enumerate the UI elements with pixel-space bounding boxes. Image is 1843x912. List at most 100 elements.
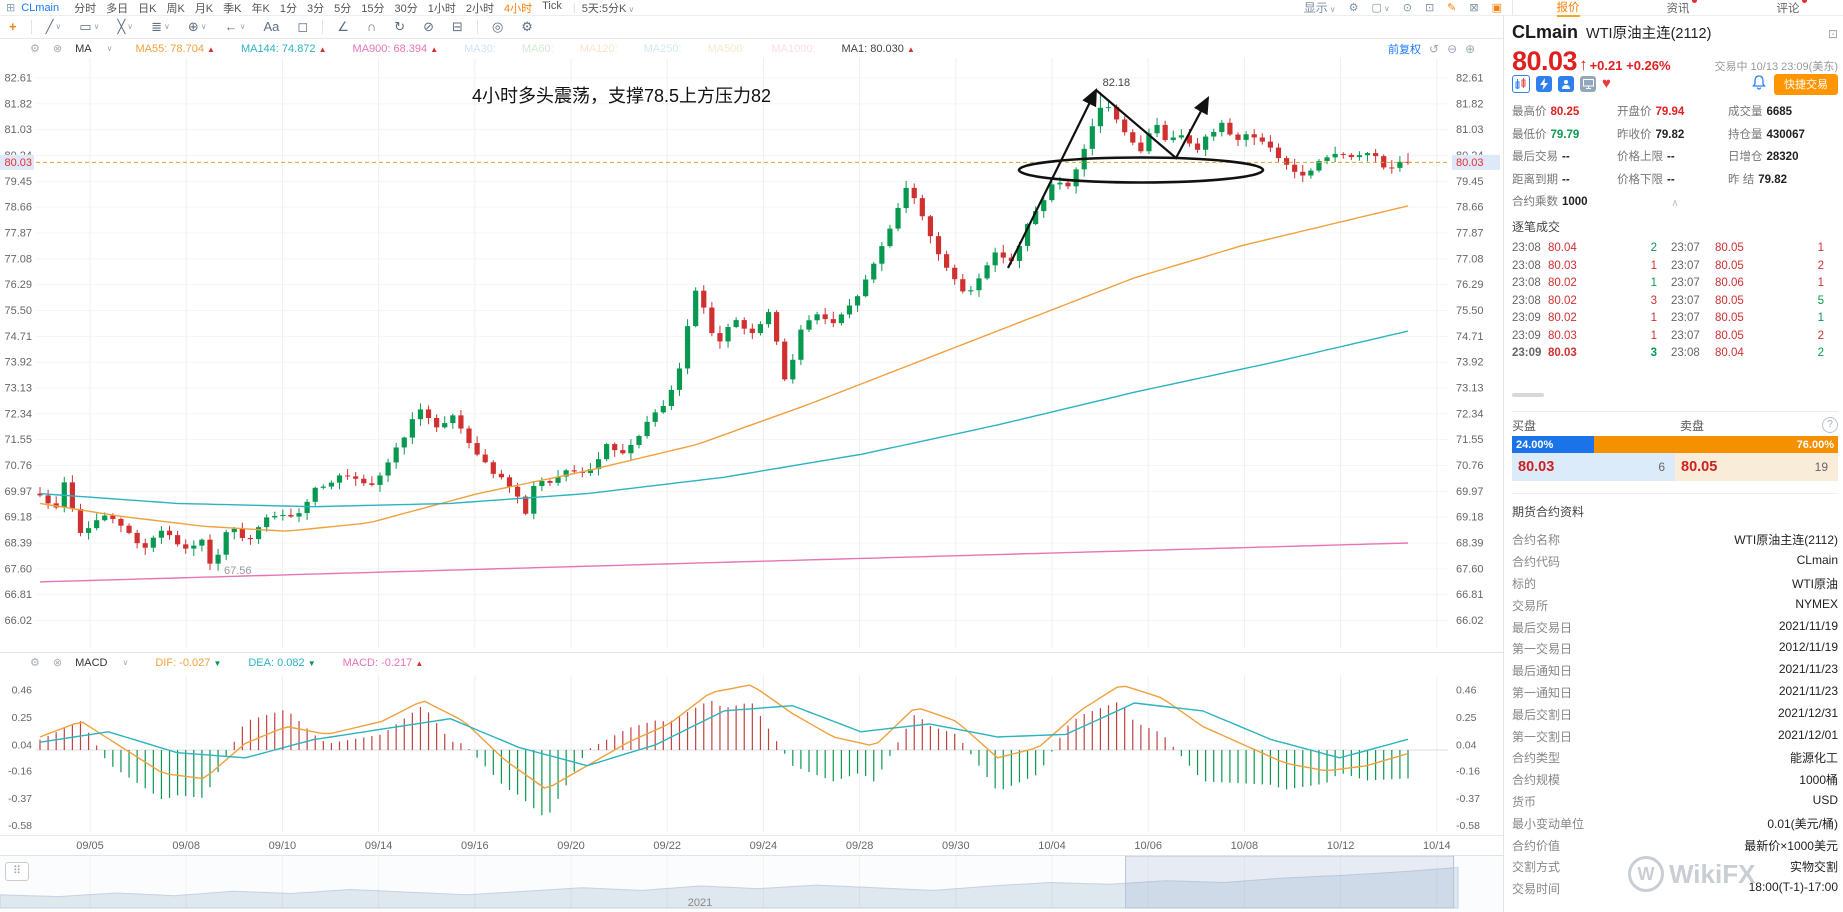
- magnet-tool-icon[interactable]: ∩: [366, 19, 377, 34]
- popout-icon[interactable]: ⊡: [1827, 27, 1838, 41]
- divider: [1512, 493, 1838, 494]
- symbol-link[interactable]: CLmain: [21, 1, 60, 14]
- indicator-settings-icon[interactable]: ⚙: [30, 43, 40, 55]
- ma-value-MA250[interactable]: MA250:: [643, 42, 682, 55]
- panel-toggle-icon[interactable]: ▣: [1491, 2, 1502, 14]
- arrow-tool-icon[interactable]: ← ∨: [224, 19, 246, 34]
- svg-text:0.46: 0.46: [1456, 685, 1477, 697]
- display-menu[interactable]: 显示 ∨: [1303, 1, 1336, 15]
- timeframe-1分[interactable]: 1分: [279, 2, 297, 15]
- ma-value-MA30[interactable]: MA30:: [464, 42, 496, 55]
- kline-chart-icon[interactable]: [1512, 75, 1530, 93]
- indicator-close-icon[interactable]: ⊗: [52, 657, 63, 669]
- fullscreen-icon[interactable]: ⊠: [1469, 2, 1479, 14]
- trend-line-tool-icon[interactable]: ╱ ∨: [45, 18, 62, 34]
- collapse-chevron-icon[interactable]: ∧: [1671, 198, 1679, 209]
- chart-settings-icon[interactable]: ⚙: [521, 18, 533, 34]
- settings-gear-icon[interactable]: ⚙: [1348, 2, 1359, 14]
- screenshot-icon[interactable]: ⊙: [1402, 2, 1412, 14]
- move-cross-tool-icon[interactable]: +: [9, 19, 17, 34]
- timeframe-周K[interactable]: 周K: [166, 2, 185, 15]
- pitchfork-tool-icon[interactable]: ╳ ∨: [117, 18, 134, 34]
- ma-value-MA1000[interactable]: MA1000:: [771, 42, 816, 55]
- divider: [322, 19, 324, 34]
- indicator-name[interactable]: MACD: [75, 656, 108, 669]
- timeframe-日K[interactable]: 日K: [138, 2, 157, 15]
- price-chart[interactable]: 82.6182.6181.8281.8281.0381.0380.2480.24…: [0, 38, 1503, 855]
- chevron-down-icon: ∨: [93, 22, 100, 31]
- compare-icon[interactable]: ◎: [491, 18, 504, 34]
- zoom-out-icon[interactable]: ⊖: [1447, 41, 1458, 56]
- tab-评论[interactable]: 评论: [1777, 0, 1807, 16]
- tab-报价[interactable]: 报价: [1556, 0, 1580, 17]
- horizontal-scrollbar[interactable]: [1512, 393, 1544, 397]
- chevron-down-icon: ∨: [164, 22, 170, 31]
- contract-value: 2012/11/19: [1778, 640, 1838, 655]
- timeframe-1小时[interactable]: 1小时: [427, 2, 456, 15]
- bid-cell[interactable]: 80.03 6: [1512, 453, 1675, 481]
- contract-label: 最后交割日: [1512, 707, 1573, 722]
- indicator-close-icon[interactable]: ⊗: [52, 43, 63, 55]
- tick-trades-table[interactable]: 23:08 80.04 2 23:07 80.05 1 23:08 80.03 1 23:07 80…: [1512, 242, 1838, 359]
- indicator-name[interactable]: MA: [75, 42, 92, 55]
- trade-price: 80.05: [1715, 329, 1744, 342]
- chart-navigator[interactable]: 2021: [0, 855, 1503, 912]
- tab-资讯[interactable]: 资讯: [1667, 0, 1697, 16]
- ma-value-MA500[interactable]: MA500:: [707, 42, 746, 55]
- timeframe-5分[interactable]: 5分: [334, 2, 352, 15]
- forward-adjust-button[interactable]: 前复权: [1388, 43, 1421, 56]
- help-icon[interactable]: ?: [1822, 417, 1838, 433]
- quick-trade-button[interactable]: 快捷交易: [1774, 73, 1838, 95]
- flash-order-icon[interactable]: [1536, 76, 1552, 92]
- timeframe-15分[interactable]: 15分: [361, 2, 385, 15]
- timeframe-年K[interactable]: 年K: [251, 2, 270, 15]
- notes-icon[interactable]: ⊡: [1424, 2, 1435, 14]
- zoom-in-icon[interactable]: ⊕: [1465, 41, 1476, 56]
- contract-label: 最后通知日: [1512, 664, 1573, 679]
- grid-menu-icon[interactable]: ⊞: [6, 2, 16, 14]
- timeframe-2小时[interactable]: 2小时: [465, 2, 494, 15]
- timeframe-月K[interactable]: 月K: [194, 2, 214, 15]
- replay-tool-icon[interactable]: ↻: [394, 18, 406, 34]
- draw-pencil-icon[interactable]: ✎: [1447, 2, 1457, 14]
- angle-tool-icon[interactable]: ∠: [337, 18, 349, 34]
- indicator-settings-icon[interactable]: ⚙: [30, 657, 40, 669]
- trade-time: 23:09: [1512, 312, 1541, 324]
- ma-line-MA144: [39, 330, 1409, 508]
- up-arrow-icon: ▲: [906, 44, 915, 54]
- comment-tool-icon[interactable]: ◻: [297, 18, 309, 34]
- navigator-drag-handle-icon[interactable]: ⠿: [5, 862, 29, 881]
- hide-drawings-icon[interactable]: ⊘: [423, 18, 435, 34]
- sell-ratio-segment: 76.00%: [1594, 436, 1838, 453]
- rectangle-tool-icon[interactable]: ▭ ∨: [79, 18, 100, 34]
- ma-value-MA55[interactable]: MA55: 78.704 ▲: [135, 42, 215, 55]
- favorite-heart-icon[interactable]: ♥: [1602, 75, 1611, 92]
- ma-value-MA1[interactable]: MA1: 80.030 ▲: [841, 42, 915, 55]
- ma-value-MA900[interactable]: MA900: 68.394 ▲: [352, 42, 439, 55]
- timeframe-季K[interactable]: 季K: [223, 2, 242, 15]
- ma-value-MA144[interactable]: MA144: 74.872 ▲: [240, 42, 327, 55]
- hand-drawn-annotations[interactable]: [1007, 88, 1265, 269]
- text-tool-icon[interactable]: Aa: [263, 19, 280, 34]
- ask-cell[interactable]: 80.05 19: [1675, 453, 1838, 481]
- navigator-window[interactable]: [1125, 855, 1455, 909]
- delete-drawings-icon[interactable]: ⊟: [452, 18, 463, 34]
- timeframe-多日[interactable]: 多日: [106, 2, 129, 15]
- ma-value-MA60[interactable]: MA60:: [521, 42, 554, 55]
- timeframe-30分[interactable]: 30分: [394, 2, 418, 15]
- crosshair-tool-icon[interactable]: ⊕ ∨: [187, 18, 207, 34]
- timeframe-3分[interactable]: 3分: [306, 2, 325, 15]
- timeframe-分时[interactable]: 分时: [74, 2, 97, 15]
- bell-icon[interactable]: [1752, 75, 1766, 93]
- timeframe-Tick[interactable]: Tick: [542, 0, 562, 12]
- timeframe-4小时[interactable]: 4小时: [503, 2, 533, 15]
- ma-value-MA120[interactable]: MA120:: [579, 42, 618, 55]
- svg-text:09/05: 09/05: [76, 840, 104, 852]
- layout-select-icon[interactable]: ▢ ∨: [1371, 2, 1390, 14]
- fib-lines-tool-icon[interactable]: ≣ ∨: [151, 18, 170, 34]
- price-alert-icon[interactable]: [1558, 76, 1574, 92]
- screen-share-icon[interactable]: [1580, 76, 1596, 92]
- undo-icon[interactable]: ↺: [1429, 41, 1440, 56]
- right-panel-tabs: 报价 资讯 评论: [1512, 0, 1843, 17]
- custom-period-button[interactable]: 5天:5分K ∨: [581, 2, 635, 15]
